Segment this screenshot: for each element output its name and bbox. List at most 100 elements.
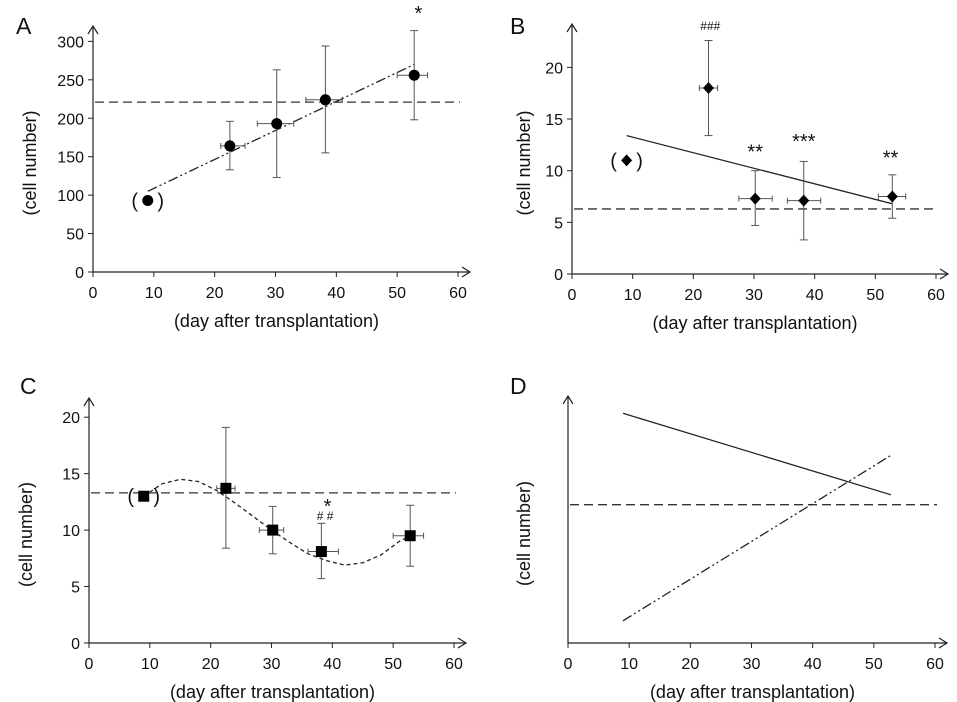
panel-b: B 0 10 20 30 40 50 60 0 5 10 15 20 (day after transpl… bbox=[510, 13, 950, 333]
y-axis-label: (cell number) bbox=[514, 110, 534, 215]
y-tick-label: 50 bbox=[66, 227, 84, 244]
x-tick-label: 0 bbox=[564, 656, 573, 673]
data-point bbox=[267, 524, 279, 536]
paren-close: ) bbox=[153, 486, 160, 508]
x-tick-label: 10 bbox=[145, 285, 163, 302]
significance-marker: *** bbox=[792, 131, 816, 153]
x-tick-label: 60 bbox=[927, 287, 945, 304]
x-axis-label: (day after transplantation) bbox=[170, 682, 375, 702]
trend-line bbox=[147, 63, 415, 192]
x-tick-label: 10 bbox=[624, 287, 642, 304]
y-tick-label: 5 bbox=[71, 580, 80, 597]
x-axis-label: (day after transplantation) bbox=[174, 311, 379, 331]
paren-close: ) bbox=[636, 150, 643, 172]
x-axis-arrow bbox=[461, 266, 472, 278]
y-axis-label: (cell number) bbox=[16, 482, 36, 587]
x-tick-label: 50 bbox=[865, 656, 883, 673]
x-axis-arrow bbox=[938, 637, 949, 649]
x-tick-label: 0 bbox=[568, 287, 577, 304]
x-tick-label: 0 bbox=[89, 285, 98, 302]
y-tick-label: 0 bbox=[554, 267, 563, 284]
panel-d: D 0 10 20 30 40 50 60 (day after transplantation… bbox=[510, 373, 949, 702]
y-axis-label: (cell number) bbox=[20, 110, 40, 215]
data-point bbox=[404, 530, 416, 542]
y-tick-label: 10 bbox=[62, 523, 80, 540]
x-tick-label: 10 bbox=[141, 656, 159, 673]
y-tick-label: 15 bbox=[545, 112, 563, 129]
trend-line bbox=[622, 412, 892, 496]
x-tick-label: 20 bbox=[202, 656, 220, 673]
trend-line bbox=[626, 134, 893, 205]
data-point bbox=[220, 482, 232, 494]
data-point bbox=[749, 192, 761, 205]
x-tick-label: 30 bbox=[263, 656, 281, 673]
y-axis-arrow bbox=[562, 394, 574, 405]
data-point bbox=[315, 546, 327, 558]
y-tick-label: 20 bbox=[62, 410, 80, 427]
significance-marker: ** bbox=[747, 141, 763, 163]
paren-open: ( bbox=[127, 486, 134, 508]
x-tick-label: 0 bbox=[85, 656, 94, 673]
significance-marker: * bbox=[415, 3, 423, 25]
panel-a: A 0 10 20 30 40 50 60 0 50 100 150 200 250 300 (day aft… bbox=[16, 3, 472, 331]
panel-label: C bbox=[20, 373, 37, 399]
x-tick-label: 40 bbox=[327, 285, 345, 302]
x-tick-label: 30 bbox=[743, 656, 761, 673]
significance-marker: ### bbox=[700, 19, 720, 33]
paren-open: ( bbox=[131, 191, 138, 213]
significance-marker: * bbox=[324, 496, 332, 518]
panel-c: C 0 10 20 30 40 50 60 0 5 10 15 20 (day after transpl… bbox=[16, 373, 468, 702]
x-tick-label: 30 bbox=[267, 285, 285, 302]
paren-close: ) bbox=[157, 191, 164, 213]
y-tick-label: 100 bbox=[57, 188, 84, 205]
data-point bbox=[138, 490, 150, 502]
trend-line bbox=[143, 478, 411, 566]
y-tick-label: 200 bbox=[57, 111, 84, 128]
x-tick-label: 20 bbox=[206, 285, 224, 302]
panel-label: A bbox=[16, 13, 32, 39]
x-axis-arrow bbox=[457, 637, 468, 649]
data-point bbox=[886, 190, 898, 203]
data-point bbox=[703, 82, 714, 95]
x-axis-label: (day after transplantation) bbox=[650, 682, 855, 702]
y-tick-label: 15 bbox=[62, 467, 80, 484]
x-axis-arrow bbox=[939, 268, 950, 280]
x-tick-label: 60 bbox=[449, 285, 467, 302]
y-tick-label: 150 bbox=[57, 150, 84, 167]
panel-label: B bbox=[510, 13, 525, 39]
y-tick-label: 0 bbox=[75, 265, 84, 282]
x-tick-label: 20 bbox=[681, 656, 699, 673]
x-tick-label: 60 bbox=[445, 656, 463, 673]
data-point bbox=[224, 140, 236, 152]
y-tick-label: 20 bbox=[545, 60, 563, 77]
significance-marker: ** bbox=[883, 147, 899, 169]
data-point bbox=[319, 94, 331, 106]
y-tick-label: 10 bbox=[545, 164, 563, 181]
data-point bbox=[798, 194, 810, 207]
y-axis-arrow bbox=[87, 24, 99, 35]
y-tick-label: 5 bbox=[554, 215, 563, 232]
x-tick-label: 10 bbox=[620, 656, 638, 673]
x-tick-label: 40 bbox=[806, 287, 824, 304]
y-axis-arrow bbox=[566, 22, 578, 33]
x-tick-label: 60 bbox=[926, 656, 944, 673]
y-tick-label: 250 bbox=[57, 73, 84, 90]
x-tick-label: 50 bbox=[388, 285, 406, 302]
x-tick-label: 30 bbox=[745, 287, 763, 304]
data-point bbox=[621, 154, 633, 167]
panel-label: D bbox=[510, 373, 527, 399]
significance-marker: # # bbox=[317, 509, 334, 523]
trend-line bbox=[622, 454, 892, 622]
x-axis-label: (day after transplantation) bbox=[652, 313, 857, 333]
y-tick-label: 300 bbox=[57, 34, 84, 51]
data-point bbox=[408, 69, 420, 81]
x-tick-label: 20 bbox=[684, 287, 702, 304]
data-point bbox=[271, 118, 283, 130]
data-point bbox=[142, 195, 154, 207]
y-tick-label: 0 bbox=[71, 636, 80, 653]
x-tick-label: 50 bbox=[384, 656, 402, 673]
x-tick-label: 40 bbox=[323, 656, 341, 673]
y-axis-label: (cell number) bbox=[514, 481, 534, 586]
x-tick-label: 50 bbox=[866, 287, 884, 304]
